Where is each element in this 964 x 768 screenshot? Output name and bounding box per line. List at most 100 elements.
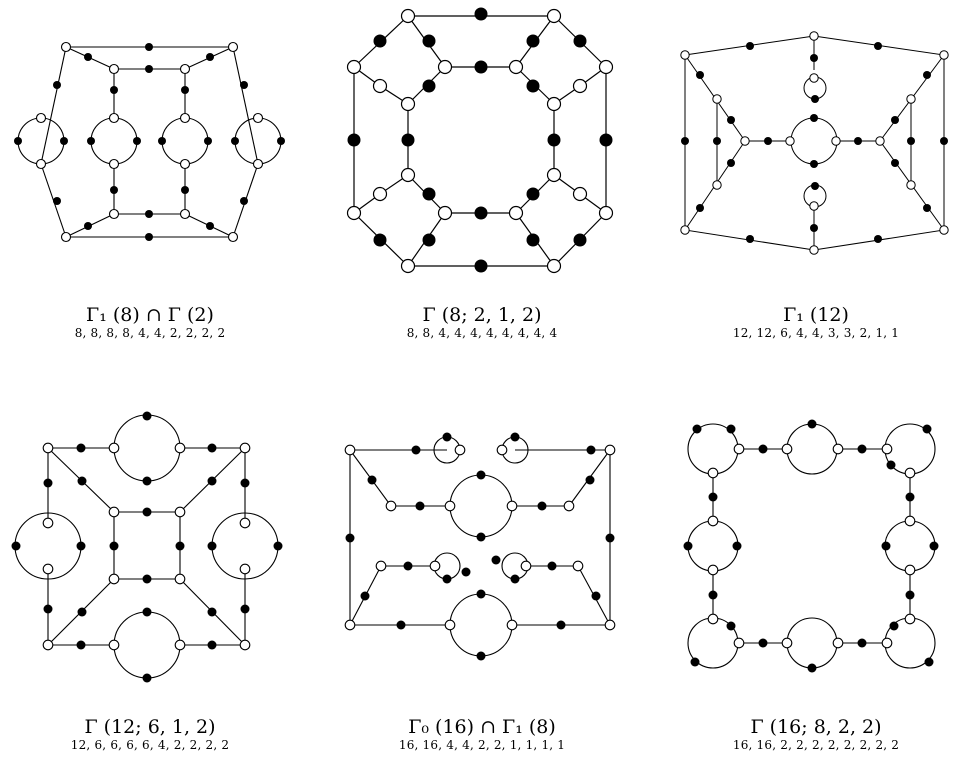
filled-vertex <box>929 541 939 551</box>
open-vertex <box>239 517 251 529</box>
filled-vertex <box>727 159 735 167</box>
open-vertex <box>227 231 239 243</box>
filled-vertex <box>547 133 561 147</box>
graph-sequence: 12, 6, 6, 6, 6, 4, 2, 2, 2, 2 <box>70 738 230 752</box>
filled-vertex <box>713 137 721 145</box>
open-vertex <box>598 205 614 221</box>
filled-vertex <box>76 541 86 551</box>
open-vertex <box>508 59 524 75</box>
filled-vertex <box>940 137 948 145</box>
open-vertex <box>546 8 562 24</box>
open-vertex <box>108 639 120 651</box>
filled-vertex <box>586 445 596 455</box>
filled-vertex <box>442 574 452 584</box>
filled-vertex <box>758 444 768 454</box>
filled-vertex <box>857 444 867 454</box>
filled-vertex <box>537 501 547 511</box>
caption-graph-5: Γ₀ (16) ∩ Γ₁ (8) 16, 16, 4, 4, 2, 2, 1, … <box>322 716 642 752</box>
filled-vertex <box>683 541 693 551</box>
loop-edge <box>113 414 181 482</box>
open-vertex <box>346 205 362 221</box>
filled-vertex <box>476 470 486 480</box>
open-vertex <box>831 136 841 146</box>
filled-vertex <box>142 507 152 517</box>
filled-vertex <box>133 137 141 145</box>
graph-title: Γ (12; 6, 1, 2) <box>84 716 216 738</box>
filled-vertex <box>175 541 185 551</box>
loop-edge <box>884 520 936 572</box>
edges <box>353 15 607 267</box>
filled-vertex <box>87 137 95 145</box>
filled-vertex <box>474 60 488 74</box>
graph-sequence: 8, 8, 8, 8, 4, 4, 2, 2, 2, 2 <box>74 326 226 340</box>
filled-vertex <box>889 621 899 631</box>
open-vertex <box>437 205 453 221</box>
filled-vertex <box>422 233 436 247</box>
open-vertex <box>179 158 191 170</box>
open-vertex <box>174 442 186 454</box>
filled-vertex <box>11 541 21 551</box>
edge <box>40 46 67 165</box>
filled-vertex <box>53 81 61 89</box>
loop-edge <box>161 117 209 165</box>
open-vertex <box>227 41 239 53</box>
graph-gamma-16-8-2-2 <box>683 419 939 673</box>
filled-vertex <box>476 651 486 661</box>
open-vertex <box>832 637 844 649</box>
filled-vertex <box>758 638 768 648</box>
filled-vertex <box>240 81 248 89</box>
filled-vertex <box>84 53 92 61</box>
filled-vertex <box>474 7 488 21</box>
filled-vertex <box>907 137 915 145</box>
open-vertex <box>939 50 949 60</box>
open-vertex <box>809 245 819 255</box>
filled-vertex <box>207 541 217 551</box>
filled-vertex <box>599 133 613 147</box>
open-vertex <box>604 444 616 456</box>
filled-vertex <box>810 54 818 62</box>
filled-vertex <box>510 432 520 442</box>
filled-vertex <box>422 187 436 201</box>
caption-graph-3: Γ₁ (12) 12, 12, 6, 4, 4, 3, 3, 2, 1, 1 <box>656 304 964 340</box>
open-vertex <box>239 639 251 651</box>
filled-vertex <box>510 574 520 584</box>
open-vertex <box>740 136 750 146</box>
filled-vertex <box>145 210 153 218</box>
filled-vertex <box>807 663 817 673</box>
open-vertex <box>572 186 588 202</box>
graph-sequence: 16, 16, 4, 4, 2, 2, 1, 1, 1, 1 <box>398 738 566 752</box>
filled-vertex <box>142 476 152 486</box>
filled-vertex <box>76 443 86 453</box>
filled-vertex <box>891 116 899 124</box>
filled-vertex <box>204 137 212 145</box>
open-vertex <box>400 167 416 183</box>
open-vertex <box>680 225 690 235</box>
filled-vertex <box>422 34 436 48</box>
filled-vertex <box>857 638 867 648</box>
open-vertex <box>239 442 251 454</box>
filled-vertex <box>273 541 283 551</box>
filled-vertex <box>905 492 915 502</box>
open-vertex <box>444 619 456 631</box>
loop-edge <box>17 117 65 165</box>
open-vertex <box>707 613 719 625</box>
caption-graph-6: Γ (16; 8, 2, 2) 16, 16, 2, 2, 2, 2, 2, 2… <box>656 716 964 752</box>
open-vertex <box>781 637 793 649</box>
filled-vertex <box>692 424 702 434</box>
filled-vertex <box>591 591 601 601</box>
vertices <box>683 419 939 673</box>
filled-vertex <box>415 501 425 511</box>
loop-edge <box>786 617 838 669</box>
open-vertex <box>904 467 916 479</box>
open-vertex <box>179 208 191 220</box>
filled-vertex <box>696 204 704 212</box>
filled-vertex <box>145 65 153 73</box>
open-vertex <box>429 560 441 572</box>
filled-vertex <box>181 186 189 194</box>
open-vertex <box>496 444 508 456</box>
loop-edge <box>790 117 838 165</box>
open-vertex <box>252 112 264 124</box>
open-vertex <box>520 560 532 572</box>
filled-vertex <box>207 443 217 453</box>
